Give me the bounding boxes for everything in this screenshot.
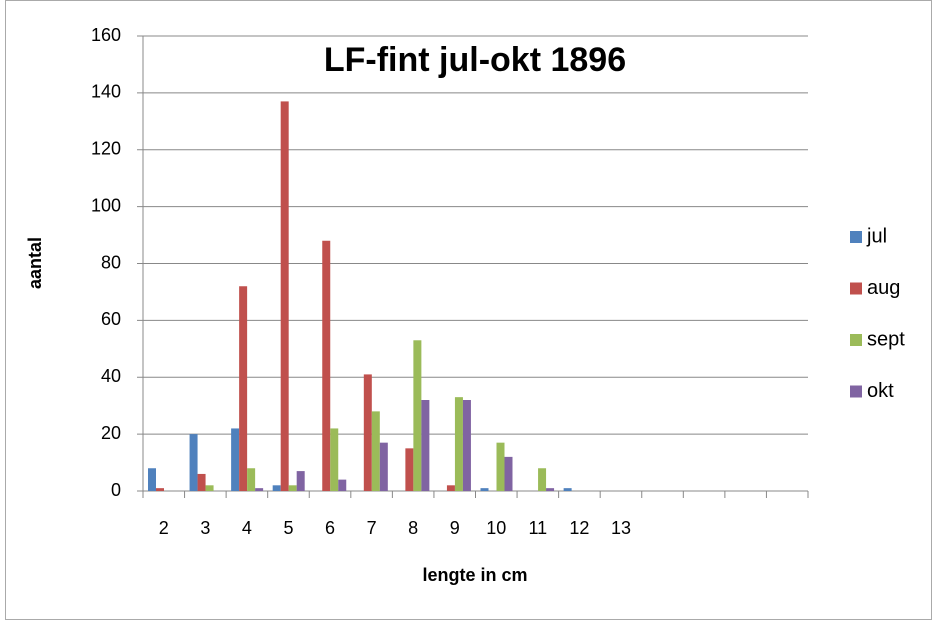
bar bbox=[504, 456, 513, 491]
bar bbox=[496, 442, 505, 491]
bar bbox=[255, 488, 264, 491]
legend-swatch bbox=[850, 334, 862, 346]
bar bbox=[413, 340, 422, 491]
legend-label: jul bbox=[866, 225, 887, 247]
bar bbox=[405, 448, 414, 491]
bar bbox=[280, 101, 289, 491]
y-tick-label: 160 bbox=[91, 25, 121, 45]
y-tick-label: 0 bbox=[111, 480, 121, 500]
y-tick-label: 140 bbox=[91, 82, 121, 102]
bar bbox=[546, 488, 555, 491]
chart-frame bbox=[5, 0, 932, 620]
bar bbox=[197, 473, 206, 491]
x-tick-label: 8 bbox=[408, 518, 418, 538]
legend-label: okt bbox=[867, 380, 894, 402]
legend-label: aug bbox=[867, 277, 900, 299]
x-tick-label: 13 bbox=[611, 518, 631, 538]
bar bbox=[330, 428, 339, 491]
y-tick-label: 80 bbox=[101, 252, 121, 272]
y-tick-label: 20 bbox=[101, 423, 121, 443]
x-axis-label: lengte in cm bbox=[422, 565, 527, 585]
bar bbox=[239, 286, 248, 491]
x-tick-label: 9 bbox=[450, 518, 460, 538]
y-tick-label: 100 bbox=[91, 195, 121, 215]
bar bbox=[148, 468, 156, 491]
y-tick-label: 60 bbox=[101, 309, 121, 329]
bar bbox=[563, 488, 572, 491]
bar bbox=[454, 397, 463, 491]
bar bbox=[156, 488, 164, 491]
bar bbox=[462, 400, 471, 491]
bar bbox=[288, 485, 297, 491]
y-tick-label: 40 bbox=[101, 366, 121, 386]
bar bbox=[205, 485, 214, 491]
bar bbox=[379, 442, 388, 491]
x-tick-label: 12 bbox=[569, 518, 589, 538]
x-tick-label: 3 bbox=[200, 518, 210, 538]
y-tick-label: 120 bbox=[91, 139, 121, 159]
x-tick-label: 5 bbox=[283, 518, 293, 538]
legend-swatch bbox=[850, 385, 862, 398]
x-tick-label: 4 bbox=[242, 518, 252, 538]
bar bbox=[421, 400, 430, 491]
bar bbox=[338, 479, 347, 491]
x-tick-label: 6 bbox=[325, 518, 335, 538]
x-tick-label: 11 bbox=[529, 518, 548, 538]
bar bbox=[480, 488, 489, 491]
legend-label: sept bbox=[867, 328, 905, 350]
bar bbox=[231, 428, 240, 491]
chart-title: LF-fint jul-okt 1896 bbox=[324, 41, 626, 79]
bar bbox=[247, 468, 256, 491]
bar bbox=[363, 374, 372, 491]
x-tick-label: 2 bbox=[159, 518, 169, 538]
bar bbox=[538, 468, 547, 491]
bar bbox=[322, 240, 331, 491]
y-axis-label: aantal bbox=[25, 237, 45, 289]
bar bbox=[296, 471, 305, 491]
bar bbox=[371, 411, 380, 491]
x-tick-label: 10 bbox=[486, 518, 506, 538]
bar bbox=[446, 485, 455, 491]
x-tick-label: 7 bbox=[367, 518, 377, 538]
legend-swatch bbox=[850, 282, 862, 295]
legend-swatch bbox=[850, 231, 862, 243]
bar bbox=[272, 485, 281, 491]
bar bbox=[189, 434, 198, 491]
